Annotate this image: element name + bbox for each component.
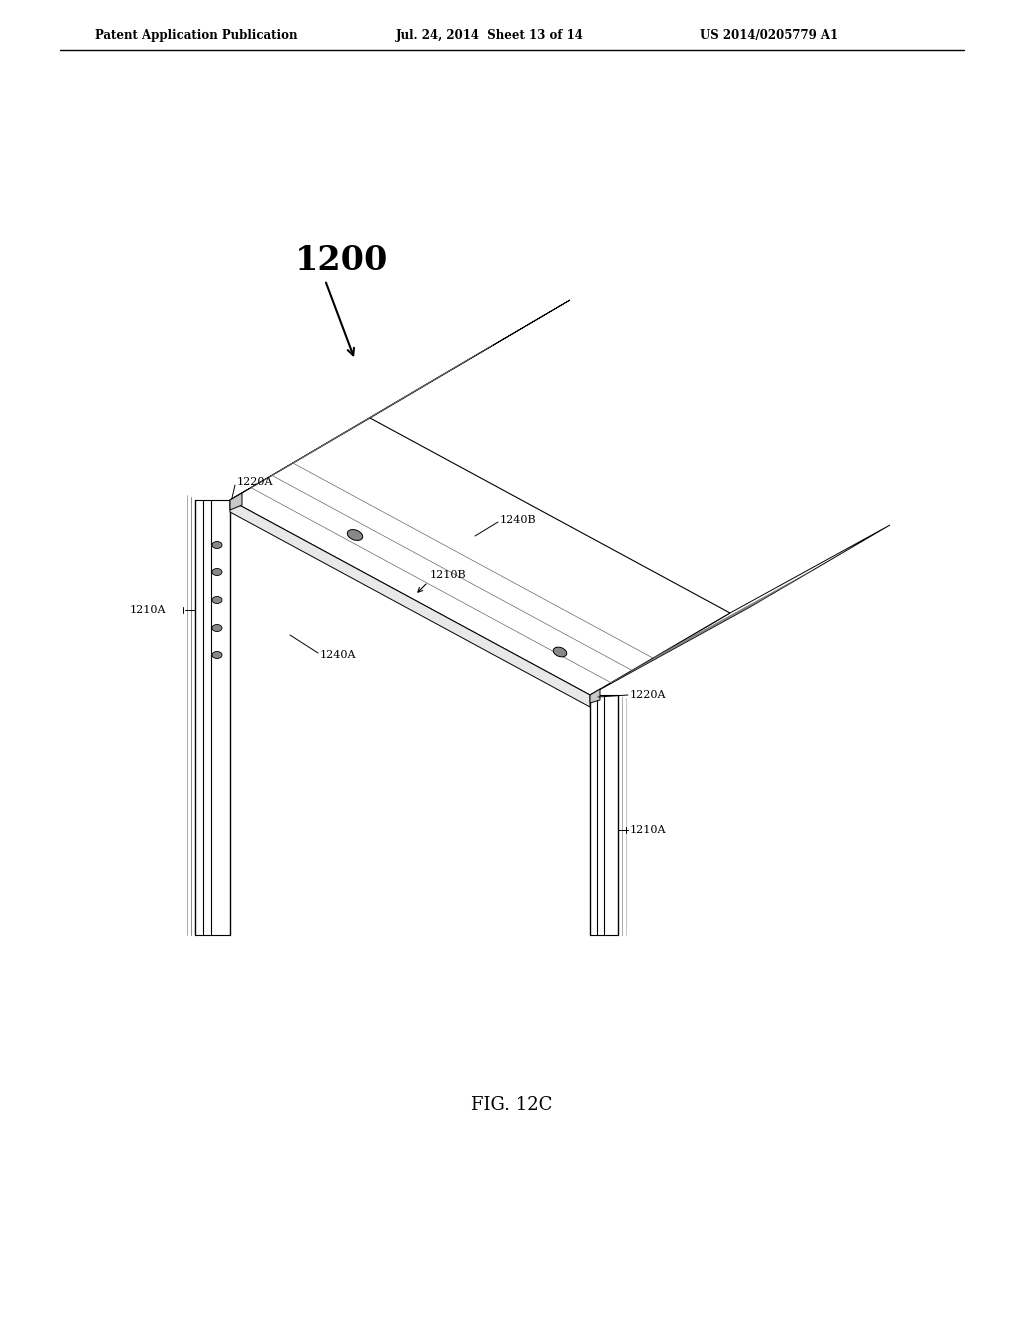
Ellipse shape	[212, 541, 222, 549]
Ellipse shape	[212, 569, 222, 576]
Polygon shape	[590, 689, 600, 704]
Text: Patent Application Publication: Patent Application Publication	[95, 29, 298, 41]
Text: 1210A: 1210A	[130, 605, 167, 615]
Text: 1240A: 1240A	[319, 649, 356, 660]
Ellipse shape	[212, 597, 222, 603]
Text: 1200: 1200	[295, 243, 388, 276]
Ellipse shape	[212, 652, 222, 659]
Polygon shape	[590, 525, 890, 696]
Polygon shape	[230, 300, 570, 500]
Polygon shape	[230, 492, 242, 510]
Text: 1210B: 1210B	[430, 570, 467, 579]
Ellipse shape	[347, 529, 362, 540]
Text: 1210A: 1210A	[630, 825, 667, 836]
Polygon shape	[230, 418, 730, 696]
Text: FIG. 12C: FIG. 12C	[471, 1096, 553, 1114]
Text: 1220A: 1220A	[630, 690, 667, 700]
Text: US 2014/0205779 A1: US 2014/0205779 A1	[700, 29, 838, 41]
Polygon shape	[230, 500, 590, 708]
Text: Jul. 24, 2014  Sheet 13 of 14: Jul. 24, 2014 Sheet 13 of 14	[396, 29, 584, 41]
Text: 1220A: 1220A	[237, 477, 273, 487]
Text: 1240B: 1240B	[500, 515, 537, 525]
Ellipse shape	[212, 624, 222, 631]
Ellipse shape	[553, 647, 566, 657]
